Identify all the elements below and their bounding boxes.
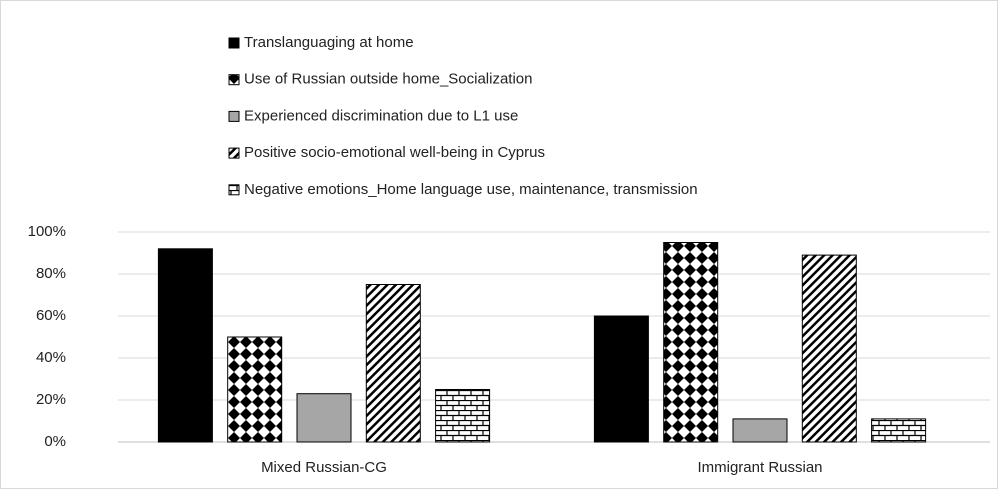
y-tick-label: 20% (36, 391, 66, 408)
bar (296, 393, 352, 443)
legend-swatch (228, 184, 240, 196)
y-tick-label: 80% (36, 265, 66, 282)
bar (732, 418, 788, 443)
legend-label: Translanguaging at home (244, 34, 414, 51)
legend-label: Use of Russian outside home_Socializatio… (244, 71, 533, 88)
legend-swatch (228, 37, 240, 49)
bar (871, 418, 927, 443)
legend-swatch (228, 147, 240, 159)
y-tick-label: 0% (44, 433, 66, 450)
y-tick-label: 40% (36, 349, 66, 366)
bar (227, 336, 283, 443)
bar (157, 248, 213, 443)
x-tick-label: Immigrant Russian (697, 459, 822, 476)
legend-swatch (228, 74, 240, 86)
x-tick-label: Mixed Russian-CG (261, 459, 387, 476)
legend-label: Negative emotions_Home language use, mai… (244, 181, 698, 198)
bar (663, 242, 719, 443)
legend-label: Experienced discrimination due to L1 use (244, 107, 518, 124)
bar (593, 315, 649, 443)
legend-label: Positive socio-emotional well-being in C… (244, 144, 545, 161)
bar (435, 389, 491, 443)
y-tick-label: 100% (28, 223, 66, 240)
bar (365, 284, 421, 443)
y-tick-label: 60% (36, 307, 66, 324)
legend-swatch (228, 110, 240, 122)
bar (801, 254, 857, 443)
